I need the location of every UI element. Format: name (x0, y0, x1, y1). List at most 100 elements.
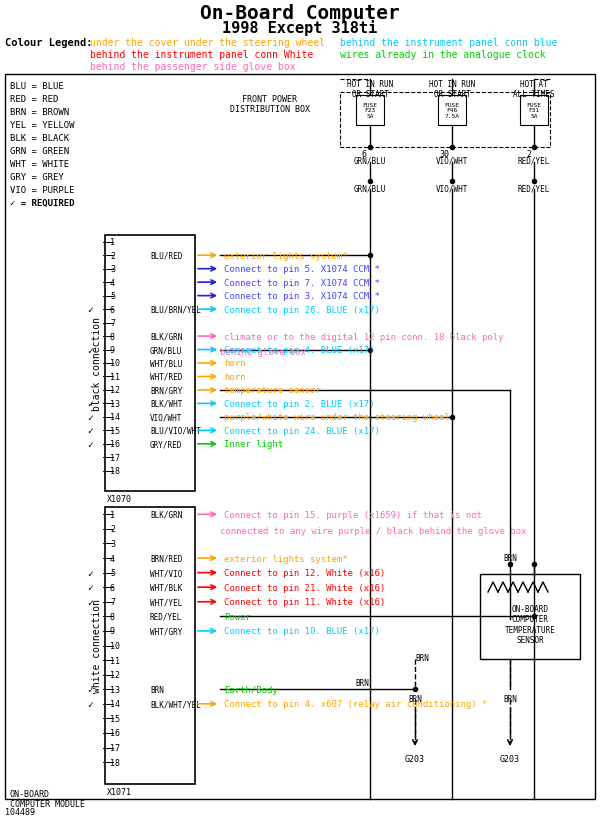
Text: ✓: ✓ (87, 568, 93, 578)
Text: X1070: X1070 (107, 495, 132, 504)
Text: Connect to pin 2. BLUE (x17): Connect to pin 2. BLUE (x17) (224, 400, 374, 409)
Text: 6: 6 (362, 150, 367, 159)
Text: 15: 15 (110, 427, 120, 436)
Text: WHT/YEL: WHT/YEL (150, 598, 182, 607)
Text: ✓ = REQUIRED: ✓ = REQUIRED (10, 199, 74, 208)
Text: BRN: BRN (503, 554, 517, 563)
Text: 30: 30 (439, 150, 449, 159)
Bar (340, 93, 550, 147)
Text: Connect to pin 10. BLUE (x17): Connect to pin 10. BLUE (x17) (224, 627, 380, 636)
Text: FRONT POWER
DISTRIBUTION BOX: FRONT POWER DISTRIBUTION BOX (230, 95, 310, 115)
Text: Connect to pin 21. White (x16): Connect to pin 21. White (x16) (224, 583, 385, 592)
Bar (480, 574, 580, 659)
Bar (105, 508, 195, 784)
Text: 1: 1 (110, 510, 115, 519)
Text: 17: 17 (110, 743, 120, 752)
Text: 2: 2 (110, 251, 115, 260)
Text: BRN = BROWN: BRN = BROWN (10, 108, 69, 117)
Text: ✓: ✓ (87, 305, 93, 314)
Text: BLU/RED: BLU/RED (150, 251, 182, 260)
Text: behind the passenger side glove box: behind the passenger side glove box (90, 62, 296, 72)
Text: Inner light: Inner light (224, 440, 283, 449)
Text: 17: 17 (110, 453, 120, 462)
Text: 4: 4 (110, 278, 115, 287)
Text: G203: G203 (405, 754, 425, 763)
Text: Colour Legend:: Colour Legend: (5, 38, 92, 48)
Text: climate or to the digital 12 pin conn. 18 black poly: climate or to the digital 12 pin conn. 1… (224, 333, 503, 342)
Text: HOT AT
ALL TIMES: HOT AT ALL TIMES (513, 80, 555, 99)
Text: 11: 11 (110, 373, 120, 382)
Text: 18: 18 (110, 758, 120, 767)
Text: ✓: ✓ (87, 399, 93, 409)
Text: 12: 12 (110, 670, 120, 679)
Text: white connection: white connection (92, 599, 102, 693)
Text: GRY/RED: GRY/RED (150, 440, 182, 449)
Text: Connect to pin 7. X1074 CCM *: Connect to pin 7. X1074 CCM * (224, 278, 380, 287)
Text: 3: 3 (110, 539, 115, 548)
Text: WHT/BLU: WHT/BLU (150, 359, 182, 368)
Text: 7: 7 (110, 598, 115, 607)
Text: 16: 16 (110, 729, 120, 738)
Text: horn: horn (224, 373, 245, 382)
Bar (356, 96, 384, 126)
Text: Connect to pin 5. X1074 CCM *: Connect to pin 5. X1074 CCM * (224, 265, 380, 274)
Text: behind glove box: behind glove box (220, 347, 306, 356)
Text: exterior lights system*: exterior lights system* (224, 554, 347, 563)
Text: HOT IN RUN
OR START: HOT IN RUN OR START (347, 80, 393, 99)
Text: FUSE
F23
5A: FUSE F23 5A (362, 102, 377, 119)
Text: BRN/GRY: BRN/GRY (150, 386, 182, 395)
Bar (5, 75, 595, 799)
Text: behind the instrument panel conn White: behind the instrument panel conn White (90, 50, 313, 60)
Text: temperature sensor: temperature sensor (224, 386, 321, 395)
Text: under the cover under the steering wheel: under the cover under the steering wheel (90, 38, 325, 48)
Text: RED/YEL: RED/YEL (150, 612, 182, 621)
Text: connected to any wire purple / black behind the glove box: connected to any wire purple / black beh… (220, 527, 526, 536)
Text: wires already in the analogue clock: wires already in the analogue clock (340, 50, 545, 60)
Text: VIO/WHT: VIO/WHT (150, 413, 182, 422)
Text: BLK/WHT: BLK/WHT (150, 400, 182, 409)
Text: 9: 9 (110, 627, 115, 636)
Text: ✓: ✓ (87, 685, 93, 695)
Text: 7: 7 (110, 319, 115, 328)
Text: Connect to pin 24. BLUE (x17): Connect to pin 24. BLUE (x17) (224, 427, 380, 436)
Text: 8: 8 (110, 612, 115, 621)
Text: ON-BOARD
COMPUTER MODULE: ON-BOARD COMPUTER MODULE (10, 789, 85, 808)
Text: horn: horn (224, 359, 245, 368)
Text: 10: 10 (110, 359, 120, 368)
Bar (105, 236, 195, 491)
Text: ✓: ✓ (87, 413, 93, 423)
Text: ✓: ✓ (87, 345, 93, 355)
Text: RED = RED: RED = RED (10, 95, 58, 104)
Text: WHT = WHITE: WHT = WHITE (10, 160, 69, 169)
Text: WHT/RED: WHT/RED (150, 373, 182, 382)
Text: GRN/BLU: GRN/BLU (354, 183, 386, 192)
Text: Earth/Body: Earth/Body (224, 685, 278, 694)
Text: VIO/WHT: VIO/WHT (436, 156, 468, 165)
Text: 13: 13 (110, 400, 120, 409)
Text: WHT/VIO: WHT/VIO (150, 568, 182, 577)
Text: FUSE
F46
7.5A: FUSE F46 7.5A (445, 102, 460, 119)
Text: BRN: BRN (355, 678, 369, 687)
Text: WHT/GRY: WHT/GRY (150, 627, 182, 636)
Text: BLU = BLUE: BLU = BLUE (10, 82, 64, 91)
Text: exterior lights system*: exterior lights system* (224, 251, 347, 260)
Text: BLK/GRN: BLK/GRN (150, 510, 182, 519)
Text: 10: 10 (110, 641, 120, 650)
Text: 2: 2 (526, 150, 531, 159)
Text: 5: 5 (110, 568, 115, 577)
Text: BLU/BRN/YEL: BLU/BRN/YEL (150, 305, 201, 314)
Text: 18: 18 (110, 467, 120, 476)
Text: behind the instrument panel conn blue: behind the instrument panel conn blue (340, 38, 557, 48)
Text: GRN = GREEN: GRN = GREEN (10, 147, 69, 156)
Text: GRN/BLU: GRN/BLU (150, 346, 182, 355)
Text: 13: 13 (110, 685, 120, 694)
Text: Power: Power (224, 612, 251, 621)
Text: 2: 2 (110, 525, 115, 534)
Text: HOT IN RUN
OR START: HOT IN RUN OR START (429, 80, 475, 99)
Text: 8: 8 (110, 333, 115, 342)
Text: GRY = GREY: GRY = GREY (10, 173, 64, 182)
Bar (520, 96, 548, 126)
Text: BLK/GRN: BLK/GRN (150, 333, 182, 342)
Bar (438, 96, 466, 126)
Text: BRN: BRN (408, 695, 422, 704)
